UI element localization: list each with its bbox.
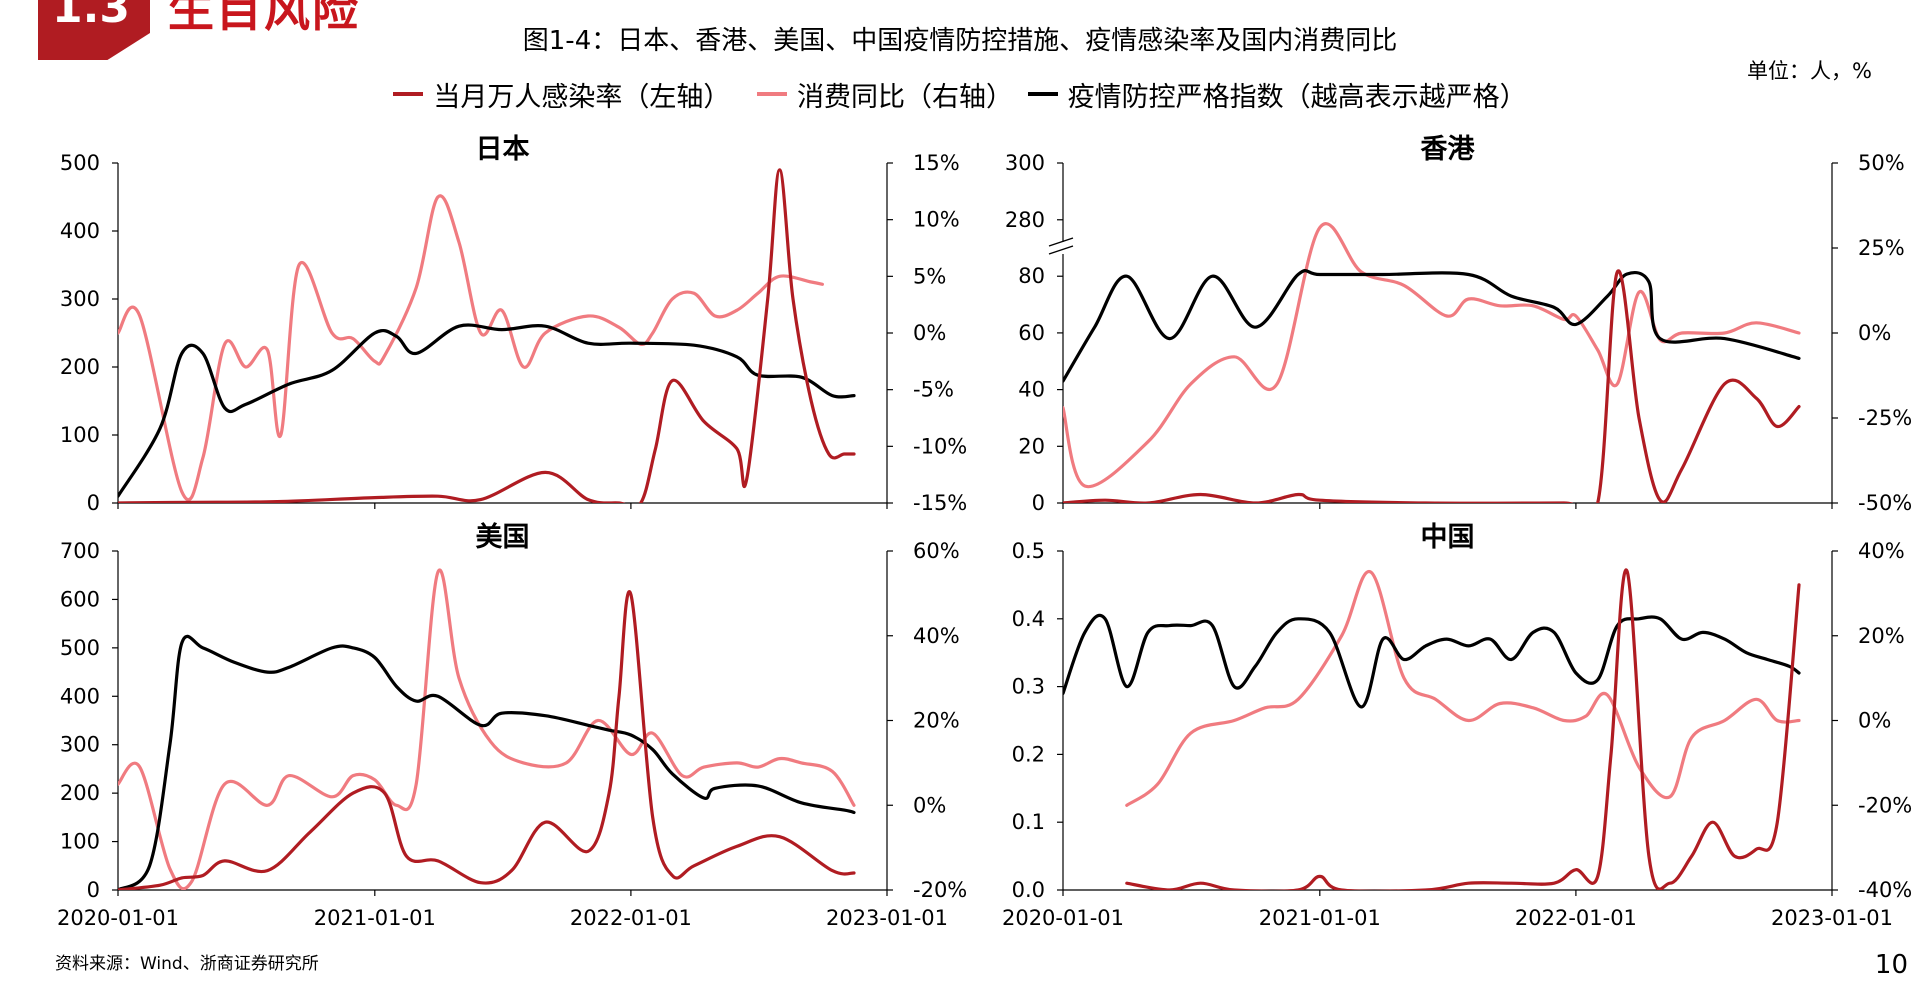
y-left-tick-label: 300: [60, 287, 100, 311]
legend-label-stringency: 疫情防控严格指数（越高表示越严格）: [1067, 81, 1527, 113]
series-line-infection: [118, 590, 856, 890]
legend-item-stringency: 疫情防控严格指数（越高表示越严格）: [1027, 75, 1527, 114]
y-right-tick-label: 40%: [913, 624, 960, 648]
y-left-tick-label: 500: [60, 151, 100, 175]
page-number: 10: [1874, 950, 1908, 980]
chart-panel-2: 0 20 40 60 80 280 300 -50% -25% 0% 25% 50% 香港: [1005, 134, 1912, 515]
chart-panel-4: 0.0 0.1 0.2 0.3 0.4 0.5 -40% -20% 0% 20% 40% 2020-0…: [1002, 522, 1912, 930]
legend-swatch-stringency: [1027, 92, 1058, 96]
y-left-tick-label: 100: [60, 830, 100, 854]
x-tick-label: 2023-01-01: [1771, 906, 1893, 930]
y-left-tick-label: 600: [60, 587, 100, 611]
chart-title: 香港: [1421, 134, 1476, 165]
y-left-tick-label: 20: [1018, 434, 1045, 458]
y-right-tick-label: -20%: [913, 878, 967, 902]
series-line-stringency: [1063, 613, 1801, 709]
y-left-tick-label: 0.4: [1012, 607, 1045, 631]
chart-title: 美国: [476, 521, 530, 553]
legend-swatch-consumption: [757, 92, 787, 96]
x-tick-label: 2022-01-01: [570, 906, 692, 930]
y-left-tick-label: 300: [60, 733, 100, 757]
figure-title: 图1-4：日本、香港、美国、中国疫情防控措施、疫情感染率及国内消费同比: [522, 26, 1398, 56]
y-right-tick-label: 5%: [913, 264, 946, 288]
y-left-tick-label: 280: [1005, 208, 1045, 232]
chart-title: 中国: [1421, 522, 1475, 553]
y-right-tick-label: 20%: [913, 709, 960, 733]
y-left-tick-label: 0: [87, 491, 100, 515]
legend-label-consumption: 消费同比（右轴）: [797, 81, 1013, 113]
legend: 当月万人感染率（左轴） 消费同比（右轴） 疫情防控严格指数（越高表示越严格）: [0, 72, 1920, 114]
y-left-tick-label: 60: [1018, 321, 1045, 345]
section-badge: 1.3: [38, 0, 150, 60]
y-left-tick-label: 0: [1032, 491, 1045, 515]
source-note: 资料来源：Wind、浙商证券研究所: [55, 954, 319, 974]
y-right-tick-label: -40%: [1858, 878, 1912, 902]
y-right-tick-label: -5%: [913, 378, 954, 402]
y-left-tick-label: 0.5: [1012, 539, 1045, 563]
y-left-tick-label: 0.1: [1012, 810, 1045, 834]
y-right-tick-label: 15%: [913, 151, 960, 175]
section-number: 1.3: [52, 0, 130, 33]
y-right-tick-label: 10%: [913, 208, 960, 232]
y-right-tick-label: 60%: [913, 539, 960, 563]
series-line-consumption: [118, 194, 824, 502]
y-left-tick-label: 400: [60, 219, 100, 243]
x-tick-label: 2021-01-01: [1259, 906, 1381, 930]
legend-item-infection: 当月万人感染率（左轴）: [393, 75, 730, 114]
y-left-tick-label: 500: [60, 636, 100, 660]
chart-title: 日本: [476, 134, 530, 165]
chart-panel-3: 0 100 200 300 400 500 600 700 -20% 0% 20% 40% 60% 202…: [57, 521, 967, 930]
y-left-tick-label: 700: [60, 539, 100, 563]
x-tick-label: 2020-01-01: [57, 906, 179, 930]
series-line-consumption: [1063, 222, 1801, 489]
y-left-tick-label: 400: [60, 684, 100, 708]
series-line-infection: [118, 168, 856, 503]
chart-panel-1: 0 100 200 300 400 500 -15% -10% -5% 0% 5% 10% 15% 日本: [60, 134, 967, 515]
x-tick-label: 2020-01-01: [1002, 906, 1124, 930]
unit-label: 单位：人，%: [1747, 59, 1872, 83]
y-left-tick-label: 100: [60, 423, 100, 447]
y-right-tick-label: -25%: [1858, 406, 1912, 430]
y-right-tick-label: -15%: [913, 491, 967, 515]
series-line-consumption: [118, 568, 856, 890]
y-right-tick-label: -50%: [1858, 491, 1912, 515]
x-tick-label: 2023-01-01: [826, 906, 948, 930]
y-left-tick-label: 200: [60, 781, 100, 805]
y-left-tick-label: 0: [87, 878, 100, 902]
legend-item-consumption: 消费同比（右轴）: [757, 75, 1013, 114]
series-line-infection: [1125, 568, 1801, 890]
series-line-infection: [1063, 269, 1801, 503]
series-line-consumption: [1125, 570, 1801, 807]
axis-break-mark: [1048, 245, 1074, 255]
series-line-stringency: [1063, 269, 1801, 383]
x-tick-label: 2021-01-01: [314, 906, 436, 930]
y-right-tick-label: 40%: [1858, 539, 1905, 563]
y-right-tick-label: 0%: [1858, 321, 1891, 345]
y-left-tick-label: 0.2: [1012, 742, 1045, 766]
y-right-tick-label: 0%: [913, 793, 946, 817]
legend-label-infection: 当月万人感染率（左轴）: [433, 81, 731, 113]
y-left-tick-label: 300: [1005, 151, 1045, 175]
series-line-stringency: [118, 634, 856, 890]
x-tick-label: 2022-01-01: [1515, 906, 1637, 930]
series-line-stringency: [118, 323, 856, 498]
y-right-tick-label: 20%: [1858, 624, 1905, 648]
section-title: 生目风险: [168, 0, 360, 37]
y-left-tick-label: 40: [1018, 378, 1045, 402]
y-right-tick-label: -20%: [1858, 793, 1912, 817]
y-left-tick-label: 200: [60, 355, 100, 379]
y-right-tick-label: 25%: [1858, 236, 1905, 260]
y-right-tick-label: 0%: [913, 321, 946, 345]
y-left-tick-label: 0.3: [1012, 675, 1045, 699]
legend-swatch-infection: [393, 92, 424, 96]
axis-break-mark: [1048, 237, 1074, 247]
y-right-tick-label: 50%: [1858, 151, 1905, 175]
y-right-tick-label: -10%: [913, 434, 967, 458]
y-left-tick-label: 80: [1018, 264, 1045, 288]
y-left-tick-label: 0.0: [1012, 878, 1045, 902]
y-right-tick-label: 0%: [1858, 709, 1891, 733]
